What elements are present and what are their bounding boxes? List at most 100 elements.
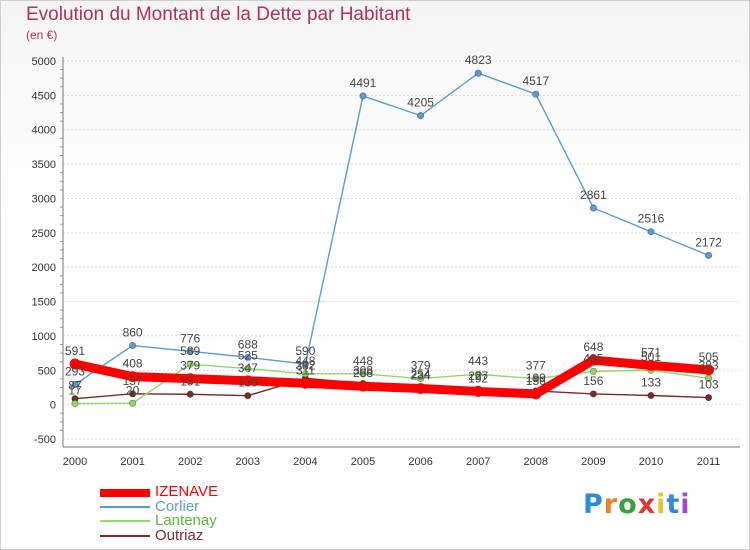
data-label: 254 [411, 367, 431, 381]
legend-label-izenave: IZENAVE [155, 483, 219, 500]
data-label: 234 [411, 369, 431, 383]
data-point-izenave [472, 386, 484, 397]
data-point-izenave [588, 354, 599, 366]
data-label: 860 [123, 326, 143, 340]
chart-title: Evolution du Montant de la Dette par Hab… [26, 4, 411, 25]
data-label: 589 [180, 344, 200, 358]
data-label: 2861 [580, 188, 607, 202]
data-point-lantenay [532, 375, 540, 383]
data-point-lantenay [359, 370, 367, 378]
y-tick-label: 4500 [32, 90, 56, 102]
legend-label-lantenay: Lantenay [155, 512, 217, 529]
data-label: 379 [411, 359, 431, 373]
x-tick-label: 2001 [120, 456, 144, 468]
data-label: 2516 [638, 212, 665, 226]
data-point-outriaz [647, 391, 655, 400]
data-label: 347 [238, 361, 258, 375]
data-label: 227 [468, 369, 488, 383]
gridlines [60, 60, 740, 440]
data-point-izenave [415, 383, 427, 394]
unit-label: (en €) [26, 28, 58, 42]
x-tick-label: 2006 [408, 456, 432, 468]
data-label: 192 [468, 371, 488, 385]
y-tick-label: 0 [50, 400, 56, 412]
logo-letter: x [637, 489, 657, 520]
data-label: 505 [699, 350, 719, 364]
data-label: 408 [123, 357, 143, 371]
data-point-izenave [127, 371, 139, 382]
data-point-corlier [359, 92, 367, 100]
logo-letter: o [618, 489, 638, 520]
data-label: 156 [526, 374, 546, 388]
data-label: 525 [238, 349, 258, 363]
y-tick-label: 1500 [32, 297, 56, 309]
legend-label-corlier: Corlier [155, 497, 200, 515]
data-label: 20 [126, 383, 140, 397]
data-label: 293 [65, 364, 85, 378]
x-tick-label: 2004 [293, 456, 317, 468]
data-point-izenave [69, 358, 81, 370]
y-tick-label: 1000 [32, 331, 56, 343]
data-point-corlier [416, 112, 425, 120]
data-label: 130 [238, 376, 258, 390]
data-point-lantenay [186, 360, 194, 368]
data-label: 268 [353, 366, 373, 380]
data-point-corlier [244, 353, 252, 361]
y-tick-label: 3000 [32, 193, 56, 205]
data-point-outriaz [186, 390, 194, 398]
data-label: 199 [526, 371, 546, 385]
y-tick-label: -500 [34, 434, 56, 446]
data-label: 648 [583, 340, 603, 354]
data-label: 17 [68, 383, 82, 397]
data-point-corlier [186, 347, 194, 355]
y-tick-label: 4000 [32, 125, 56, 137]
data-label: 103 [699, 378, 719, 392]
data-label: 485 [583, 351, 603, 365]
data-point-corlier [474, 69, 482, 77]
logo-letter: P [583, 489, 604, 520]
data-point-corlier [301, 360, 309, 368]
logo-letter: i [680, 489, 691, 520]
legend-swatch-outriaz [100, 534, 150, 537]
y-tick-label: 2000 [32, 262, 56, 274]
x-tick-label: 2011 [697, 456, 721, 468]
data-point-izenave [703, 364, 714, 376]
data-label: 377 [526, 359, 546, 373]
series-line-izenave [70, 355, 714, 399]
series-line-lantenay [74, 363, 710, 405]
data-point-izenave [299, 377, 311, 389]
data-point-outriaz [704, 393, 713, 402]
x-tick-label: 2005 [351, 456, 375, 468]
data-point-outriaz [589, 390, 598, 398]
y-tick-label: 3500 [32, 159, 56, 171]
data-point-izenave [530, 388, 542, 400]
data-point-corlier [704, 251, 713, 259]
data-label: 590 [295, 344, 315, 358]
data-point-izenave [184, 373, 196, 384]
data-label: 382 [295, 358, 315, 372]
data-label: 688 [238, 337, 258, 351]
y-tick-label: 5000 [32, 56, 56, 68]
data-point-izenave [242, 375, 254, 387]
data-point-lantenay [71, 399, 79, 408]
data-label: 157 [123, 374, 143, 388]
data-label: 4205 [407, 96, 434, 110]
data-label: 443 [468, 354, 488, 368]
data-label: 4491 [350, 76, 377, 90]
proxiti-logo: Proxiti [583, 489, 691, 520]
x-tick-label: 2008 [524, 456, 548, 468]
data-point-lantenay [416, 374, 425, 383]
series-line-corlier [74, 72, 710, 386]
data-point-lantenay [474, 370, 482, 378]
data-label: 151 [180, 374, 200, 388]
data-label: 383 [699, 358, 719, 372]
data-label: 156 [583, 374, 603, 388]
data-point-corlier [532, 90, 540, 98]
x-tick-label: 2007 [466, 456, 490, 468]
data-point-corlier [589, 204, 598, 212]
data-point-corlier [71, 380, 79, 389]
logo-letter: i [656, 489, 667, 520]
data-point-outriaz [244, 392, 252, 400]
